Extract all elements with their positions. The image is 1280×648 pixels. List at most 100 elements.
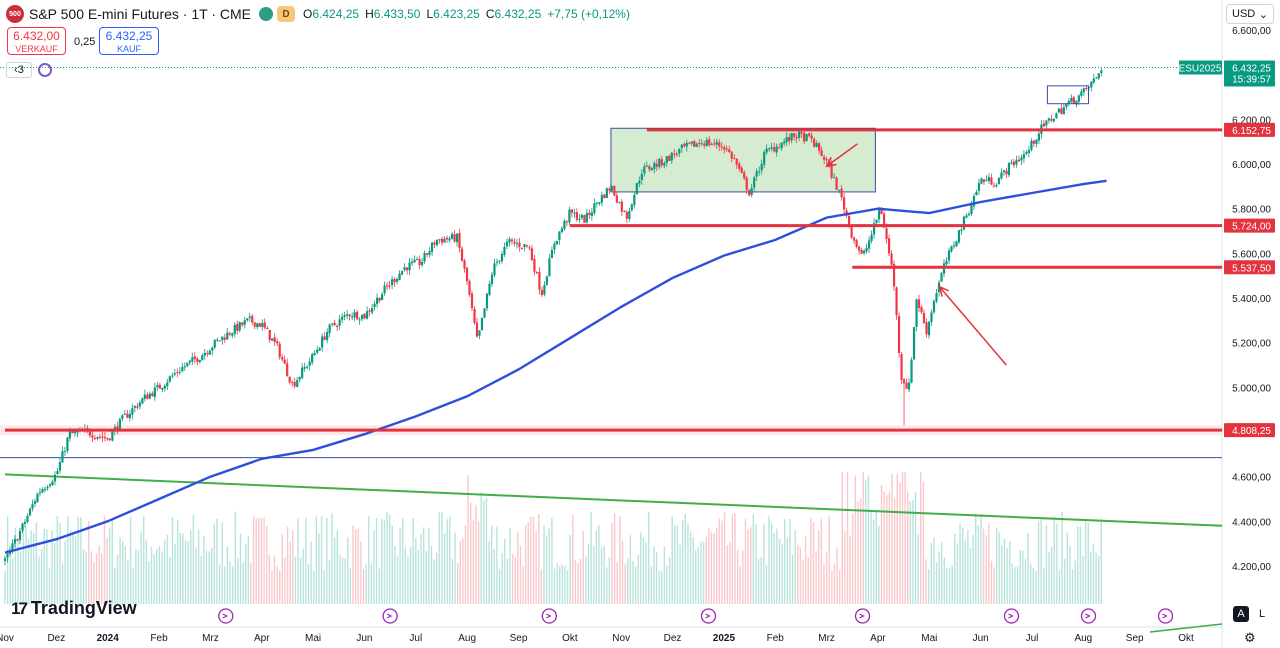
tradingview-logo[interactable]: 17 TradingView	[11, 598, 137, 619]
volume-bar	[852, 513, 854, 604]
candle-body	[171, 375, 174, 377]
indicator-loop-icon[interactable]	[38, 63, 52, 77]
event-marker-icon[interactable]	[218, 608, 234, 624]
candle-body	[887, 238, 891, 254]
event-marker-icon[interactable]	[854, 608, 871, 624]
indicator-row: ‹ 3	[6, 62, 52, 78]
volume-bar	[593, 545, 595, 604]
candle-body	[73, 431, 77, 434]
event-marker-icon[interactable]	[1003, 608, 1020, 624]
candle-body	[600, 195, 603, 203]
volume-bar	[142, 516, 145, 604]
volume-bar	[697, 546, 700, 604]
volume-bar	[80, 517, 82, 604]
candle-body	[743, 172, 746, 179]
x-tick-label-3: Feb	[150, 633, 168, 644]
volume-bar	[428, 527, 430, 604]
currency-selector[interactable]: USD ⌄	[1226, 4, 1274, 24]
candle-body	[705, 139, 708, 146]
volume-bar	[776, 528, 778, 604]
x-tick-label-4: Mrz	[202, 633, 219, 644]
candle-body	[825, 159, 828, 161]
volume-bar	[483, 500, 485, 604]
gear-icon[interactable]: ⚙	[1244, 630, 1256, 645]
volume-bar	[598, 524, 600, 604]
candle-body	[258, 323, 261, 327]
volume-bar	[163, 539, 166, 604]
volume-bar	[153, 554, 155, 604]
candle-body	[643, 166, 646, 174]
volume-bar	[54, 543, 56, 604]
indicator-toggle[interactable]: ‹ 3	[6, 62, 32, 78]
candle-body	[897, 315, 901, 353]
volume-bar	[930, 543, 932, 604]
candle-body	[475, 322, 479, 337]
candle-body	[780, 142, 783, 149]
volume-bar	[103, 515, 106, 604]
delay-badge[interactable]: D	[277, 6, 295, 22]
volume-bar	[655, 552, 658, 604]
volume-bar	[263, 517, 265, 604]
candle-body	[960, 229, 963, 231]
volume-bar	[252, 516, 255, 604]
candle-body	[43, 488, 47, 491]
sell-button[interactable]: 6.432,00 VERKAUF	[7, 27, 66, 55]
volume-bar	[621, 540, 624, 604]
auto-scale-button[interactable]: A	[1233, 606, 1249, 622]
candle-body	[730, 151, 733, 159]
candle-body	[1037, 133, 1040, 141]
volume-bar	[362, 569, 365, 604]
volume-bar	[72, 532, 74, 604]
volume-bar	[166, 534, 168, 604]
candle-body	[518, 242, 521, 248]
candle-body	[390, 279, 394, 285]
volume-bar	[577, 563, 579, 604]
volume-bar	[828, 516, 830, 604]
event-marker-icon[interactable]	[1080, 608, 1097, 624]
candle-body	[460, 248, 464, 261]
volume-bar	[559, 566, 561, 604]
candle-body	[603, 194, 606, 198]
volume-bar	[156, 549, 158, 604]
volume-bar	[990, 560, 993, 604]
candle-body	[126, 413, 129, 418]
candle-body	[575, 212, 578, 220]
candle-body	[783, 141, 786, 144]
candle-body	[585, 213, 588, 223]
buy-button[interactable]: 6.432,25 KAUF	[99, 27, 159, 55]
event-marker-icon[interactable]	[700, 608, 717, 624]
candle-body	[1050, 119, 1053, 121]
candle-body	[698, 142, 701, 144]
candle-body	[388, 285, 391, 287]
volume-bar	[901, 471, 904, 604]
event-marker-icon[interactable]	[541, 608, 557, 624]
candle-body	[763, 152, 766, 165]
event-marker-icon[interactable]	[382, 608, 398, 624]
candle-body	[383, 285, 386, 294]
candle-body	[683, 143, 686, 147]
market-status-icon[interactable]	[259, 7, 273, 21]
candle-body	[276, 341, 279, 344]
volume-bar	[98, 545, 100, 604]
candle-body	[1035, 139, 1038, 145]
last-price-text: 6.432,25	[1232, 63, 1271, 74]
candle-body	[768, 148, 771, 150]
log-scale-button[interactable]: L	[1258, 608, 1266, 620]
volume-bar	[726, 544, 728, 604]
symbol-title[interactable]: S&P 500 E-mini Futures · 1T · CME	[29, 6, 251, 22]
spread-value: 0,25	[74, 36, 96, 48]
x-tick-label-0: Nov	[0, 633, 14, 644]
event-marker-icon[interactable]	[1157, 608, 1174, 624]
level-label-bg	[1224, 260, 1275, 275]
y-tick-label-1: 4.400,00	[1232, 517, 1271, 528]
volume-bar	[899, 482, 901, 604]
volume-bar	[985, 535, 987, 604]
volume-bar	[1024, 559, 1027, 604]
candle-body	[336, 325, 339, 327]
candle-body	[435, 239, 439, 246]
volume-bar	[501, 553, 503, 604]
candle-body	[278, 343, 281, 358]
candle-body	[860, 249, 863, 254]
